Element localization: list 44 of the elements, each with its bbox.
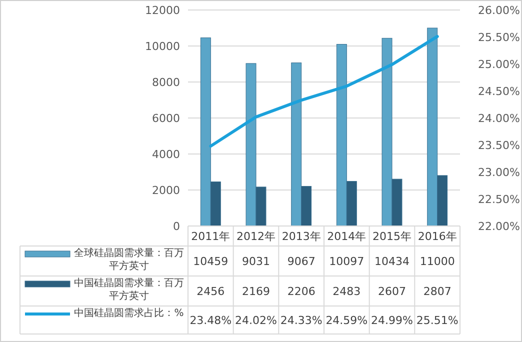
y2-tick-label: 25.50% bbox=[478, 31, 520, 44]
y2-tick-label: 23.00% bbox=[478, 166, 520, 179]
y2-tick-label: 23.50% bbox=[478, 139, 520, 152]
y-tick-label: 6000 bbox=[152, 112, 180, 125]
data-label: 24.59% bbox=[326, 314, 368, 327]
x-tick-label: 2011年 bbox=[191, 230, 230, 243]
data-label: 10459 bbox=[193, 255, 228, 268]
y2-tick-label: 22.00% bbox=[478, 220, 520, 233]
legend-label: 全球硅晶圆需求量：百万平方英寸 bbox=[73, 247, 185, 273]
y-tick-label: 8000 bbox=[152, 76, 180, 89]
y-tick-label: 4000 bbox=[152, 148, 180, 161]
data-label: 2607 bbox=[378, 285, 406, 298]
data-label: 25.51% bbox=[416, 314, 458, 327]
y-tick-label: 0 bbox=[173, 220, 180, 233]
data-label: 2456 bbox=[196, 285, 225, 298]
data-label: 9031 bbox=[242, 255, 270, 268]
data-label: 24.99% bbox=[371, 314, 413, 327]
x-tick-label: 2015年 bbox=[372, 230, 412, 243]
data-label: 2206 bbox=[287, 285, 316, 298]
data-label: 24.33% bbox=[280, 314, 322, 327]
y2-tick-label: 25.00% bbox=[478, 58, 520, 71]
line-series bbox=[209, 34, 439, 148]
y-tick-label: 2000 bbox=[152, 184, 180, 197]
data-label: 2483 bbox=[332, 285, 361, 298]
x-tick-label: 2014年 bbox=[327, 230, 366, 243]
data-label: 23.48% bbox=[190, 314, 232, 327]
data-label: 11000 bbox=[420, 255, 455, 268]
y2-tick-label: 26.00% bbox=[478, 4, 520, 17]
data-label: 2807 bbox=[423, 285, 452, 298]
x-tick-label: 2013年 bbox=[282, 230, 321, 243]
x-tick-label: 2012年 bbox=[236, 230, 276, 243]
data-label: 10434 bbox=[374, 255, 410, 268]
data-label: 24.02% bbox=[235, 314, 277, 327]
x-tick-label: 2016年 bbox=[418, 230, 457, 243]
y2-tick-label: 24.50% bbox=[478, 85, 520, 98]
data-label: 2169 bbox=[242, 285, 270, 298]
y2-tick-label: 24.00% bbox=[478, 112, 520, 125]
y2-tick-label: 22.50% bbox=[478, 193, 520, 206]
y-tick-label: 10000 bbox=[145, 40, 180, 53]
data-label: 10097 bbox=[329, 255, 364, 268]
y-tick-label: 12000 bbox=[145, 4, 180, 17]
data-label: 9067 bbox=[287, 255, 316, 268]
legend-label: 中国硅晶圆需求量：百万平方英寸 bbox=[73, 277, 185, 303]
legend-label: 中国硅晶圆需求占比：% bbox=[73, 307, 185, 320]
